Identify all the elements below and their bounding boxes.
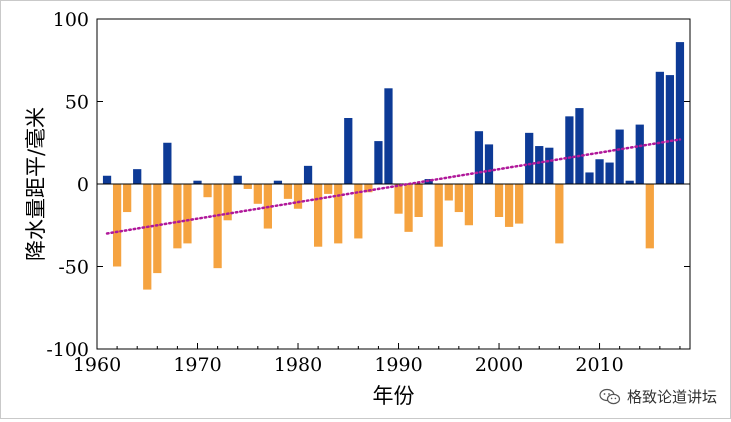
bar-2017 <box>666 75 674 184</box>
bar-1998 <box>475 131 483 184</box>
bar-2002 <box>515 184 523 224</box>
bar-2006 <box>555 184 563 243</box>
bar-1996 <box>455 184 463 212</box>
watermark-text: 格致论道讲坛 <box>627 386 717 407</box>
bar-1969 <box>183 184 191 243</box>
bar-1999 <box>485 144 493 184</box>
bar-1983 <box>324 184 332 194</box>
bar-1991 <box>404 184 412 232</box>
bar-1979 <box>284 184 292 199</box>
x-tick-label-1980: 1980 <box>274 354 322 376</box>
x-axis-label: 年份 <box>373 384 415 408</box>
bar-2005 <box>545 148 553 184</box>
bar-1997 <box>465 184 473 225</box>
x-tick-label-2000: 2000 <box>475 354 523 376</box>
bar-1972 <box>213 184 221 268</box>
bar-1980 <box>294 184 302 209</box>
x-tick-label-1960: 1960 <box>73 354 121 376</box>
y-tick-label-100: 100 <box>53 9 89 31</box>
bar-2000 <box>495 184 503 217</box>
bar-2001 <box>505 184 513 227</box>
bar-1974 <box>234 176 242 184</box>
bar-1968 <box>173 184 181 248</box>
bar-2004 <box>535 146 543 184</box>
watermark: 格致论道讲坛 <box>599 386 717 407</box>
bar-1963 <box>123 184 131 212</box>
wechat-icon <box>599 388 621 406</box>
y-axis-label: 降水量距平/毫米 <box>24 107 48 261</box>
bar-1989 <box>384 88 392 184</box>
bar-1982 <box>314 184 322 247</box>
bar-1992 <box>415 184 423 217</box>
bar-2015 <box>646 184 654 248</box>
bar-1975 <box>244 184 252 189</box>
bar-1967 <box>163 143 171 184</box>
bar-2010 <box>595 159 603 184</box>
y-tick-label-50: 50 <box>65 92 89 114</box>
y-tick-label-0: 0 <box>77 174 89 196</box>
bar-2016 <box>656 72 664 184</box>
x-tick-label-2010: 2010 <box>575 354 623 376</box>
bar-1994 <box>435 184 443 247</box>
bar-1966 <box>153 184 161 273</box>
bar-1971 <box>203 184 211 197</box>
bar-2003 <box>525 133 533 184</box>
bar-1964 <box>133 169 141 184</box>
y-tick-label--50: -50 <box>58 257 89 279</box>
bar-1965 <box>143 184 151 290</box>
bar-1976 <box>254 184 262 204</box>
bar-2008 <box>575 108 583 184</box>
bar-1990 <box>394 184 402 214</box>
bar-1961 <box>103 176 111 184</box>
bar-2009 <box>585 172 593 184</box>
bar-1962 <box>113 184 121 267</box>
x-tick-label-1990: 1990 <box>374 354 422 376</box>
bar-1985 <box>344 118 352 184</box>
bar-1995 <box>445 184 453 201</box>
bar-2007 <box>565 116 573 184</box>
bar-2012 <box>616 130 624 184</box>
bar-1984 <box>334 184 342 243</box>
x-tick-label-1970: 1970 <box>173 354 221 376</box>
bar-1988 <box>374 141 382 184</box>
bar-1981 <box>304 166 312 184</box>
bar-2011 <box>605 163 613 184</box>
bar-2018 <box>676 42 684 184</box>
trend-line <box>107 139 680 233</box>
bar-2014 <box>636 125 644 184</box>
